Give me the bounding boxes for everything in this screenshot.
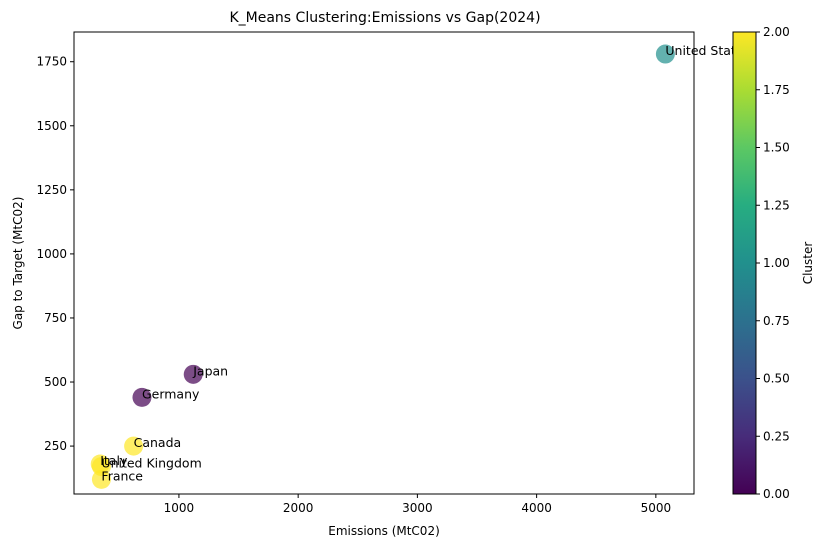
point-label: Japan bbox=[192, 363, 228, 378]
colorbar-ticks: 0.00 0.25 0.50 0.75 1.00 1.25 1.50 1.75 2.00 bbox=[756, 25, 790, 501]
colorbar-tick-label: 0.50 bbox=[763, 372, 790, 386]
point-labels: United States Japan Germany Canada ItalyUnit… bbox=[100, 43, 750, 483]
x-tick-label: 5000 bbox=[641, 501, 672, 515]
x-tick-label: 1000 bbox=[164, 501, 195, 515]
data-point bbox=[91, 469, 111, 489]
colorbar-tick-label: 1.75 bbox=[763, 83, 790, 97]
chart-title: K_Means Clustering:Emissions vs Gap(2024… bbox=[229, 10, 540, 26]
plot-frame bbox=[73, 31, 695, 495]
point-label: Italy bbox=[100, 453, 128, 468]
y-tick-label: 750 bbox=[44, 311, 67, 325]
x-axis-ticks: 1000 2000 3000 4000 5000 bbox=[164, 494, 671, 515]
x-axis-label: Emissions (MtC02) bbox=[328, 524, 440, 538]
colorbar-tick-label: 1.25 bbox=[763, 198, 790, 212]
colorbar-label: Cluster bbox=[801, 242, 815, 285]
colorbar: 0.00 0.25 0.50 0.75 1.00 1.25 1.50 1.75 2.00 Clu… bbox=[732, 25, 815, 501]
colorbar-tick-label: 1.50 bbox=[763, 141, 790, 155]
point-label: Canada bbox=[134, 435, 182, 450]
x-tick-label: 3000 bbox=[402, 501, 433, 515]
data-point bbox=[132, 387, 152, 407]
y-tick-label: 1750 bbox=[36, 55, 67, 69]
data-point bbox=[655, 44, 675, 64]
x-tick-label: 4000 bbox=[521, 501, 552, 515]
data-point bbox=[183, 364, 203, 384]
point-label: Germany bbox=[142, 386, 200, 401]
y-tick-label: 1250 bbox=[36, 183, 67, 197]
colorbar-tick-label: 0.75 bbox=[763, 314, 790, 328]
point-label: United States bbox=[665, 43, 750, 58]
point-label: France bbox=[101, 468, 143, 483]
y-axis-ticks: 250 500 750 1000 1250 1500 1750 bbox=[36, 55, 74, 453]
plot-points bbox=[90, 44, 675, 489]
colorbar-gradient bbox=[733, 32, 756, 494]
colorbar-tick-label: 0.00 bbox=[763, 487, 790, 501]
colorbar-tick-label: 1.00 bbox=[763, 256, 790, 270]
y-tick-label: 250 bbox=[44, 439, 67, 453]
point-label: United Kingdom bbox=[101, 456, 201, 471]
x-tick-label: 2000 bbox=[283, 501, 314, 515]
y-tick-label: 1500 bbox=[36, 119, 67, 133]
y-axis-label: Gap to Target (MtC02) bbox=[11, 197, 25, 330]
colorbar-tick-label: 2.00 bbox=[763, 25, 790, 39]
y-tick-label: 1000 bbox=[36, 247, 67, 261]
colorbar-tick-label: 0.25 bbox=[763, 429, 790, 443]
y-tick-label: 500 bbox=[44, 375, 67, 389]
data-point bbox=[124, 436, 144, 456]
